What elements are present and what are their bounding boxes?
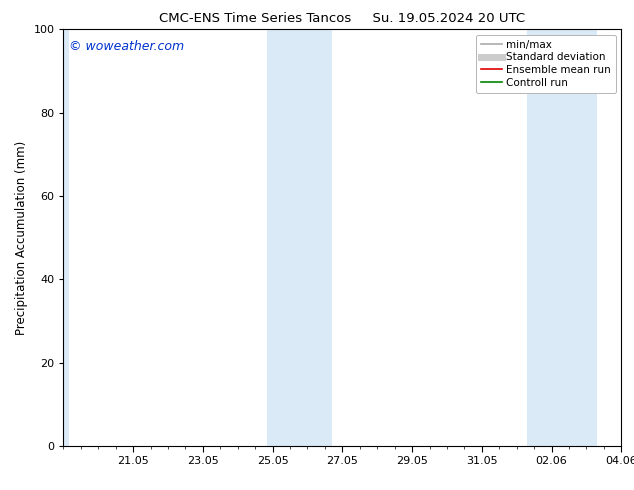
- Title: CMC-ENS Time Series Tancos     Su. 19.05.2024 20 UTC: CMC-ENS Time Series Tancos Su. 19.05.202…: [159, 12, 526, 25]
- Bar: [527, 29, 597, 446]
- Text: © woweather.com: © woweather.com: [69, 40, 184, 53]
- Bar: [268, 29, 332, 446]
- Y-axis label: Precipitation Accumulation (mm): Precipitation Accumulation (mm): [15, 141, 28, 335]
- Bar: [63, 29, 68, 446]
- Legend: min/max, Standard deviation, Ensemble mean run, Controll run: min/max, Standard deviation, Ensemble me…: [476, 35, 616, 93]
